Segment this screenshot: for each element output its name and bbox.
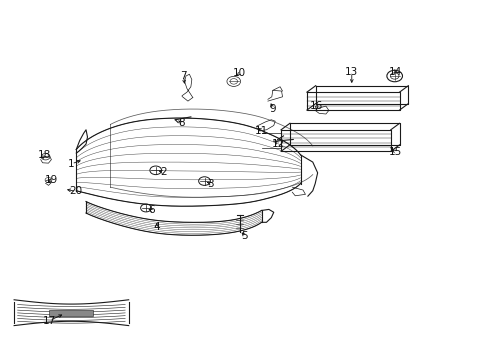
Bar <box>49 310 93 316</box>
Text: 3: 3 <box>206 179 213 189</box>
Text: 5: 5 <box>241 231 247 240</box>
Text: 16: 16 <box>309 102 323 112</box>
Text: 15: 15 <box>388 147 402 157</box>
Text: 17: 17 <box>43 316 56 325</box>
Text: 6: 6 <box>148 206 155 216</box>
Text: 2: 2 <box>161 167 167 177</box>
Text: 10: 10 <box>233 68 245 78</box>
Text: 12: 12 <box>271 139 285 149</box>
Text: 11: 11 <box>254 126 267 135</box>
Text: 18: 18 <box>38 150 51 160</box>
Text: 9: 9 <box>269 104 276 114</box>
Text: 8: 8 <box>178 118 184 128</box>
Text: 14: 14 <box>388 67 402 77</box>
Text: 13: 13 <box>345 67 358 77</box>
Text: 1: 1 <box>68 159 75 169</box>
Text: 4: 4 <box>153 222 160 232</box>
Text: 7: 7 <box>180 71 186 81</box>
Text: 20: 20 <box>70 186 82 197</box>
Text: 19: 19 <box>45 175 59 185</box>
